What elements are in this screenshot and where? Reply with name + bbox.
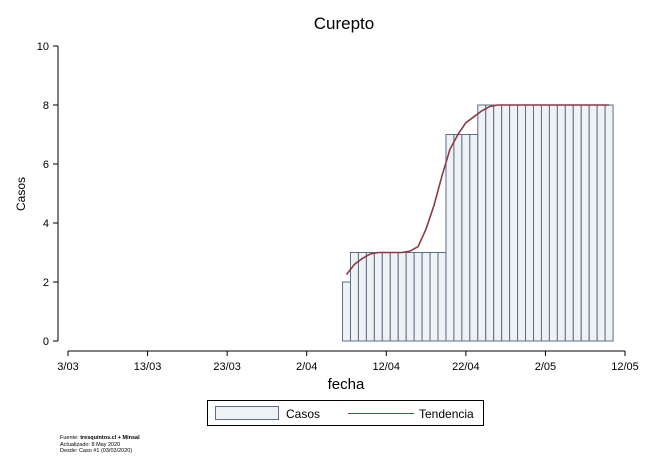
- legend-label-tendencia: Tendencia: [419, 407, 474, 421]
- bar-31: [588, 104, 598, 342]
- bar-20: [501, 104, 511, 342]
- chart-title: Curepto: [314, 14, 374, 33]
- bar-22: [517, 104, 527, 342]
- bar-4: [373, 252, 383, 342]
- trend-line-group: [345, 104, 610, 276]
- bar-13: [445, 134, 455, 342]
- x-tick-label-6: 2/05: [535, 361, 556, 373]
- bar-33: [604, 104, 614, 342]
- legend-label-casos: Casos: [286, 407, 321, 421]
- x-tick-label-1: 13/03: [134, 361, 162, 373]
- bar-16: [469, 134, 479, 342]
- bar-28: [564, 104, 574, 342]
- footer-source-name: tresquintos.cl + Minsal: [80, 435, 140, 441]
- bar-10: [421, 252, 431, 342]
- bar-5: [381, 252, 391, 342]
- y-axis: 0 2 4 6 8 10: [37, 41, 59, 348]
- bar-1: [349, 252, 359, 342]
- bar-27: [556, 104, 566, 342]
- legend: Casos Tendencia: [207, 400, 484, 426]
- bar-26: [548, 104, 558, 342]
- bar-21: [509, 104, 519, 342]
- bar-25: [540, 104, 550, 342]
- bar-11: [429, 252, 439, 342]
- x-axis-label: fecha: [328, 376, 365, 393]
- bar-12: [437, 252, 447, 342]
- bar-9: [413, 252, 423, 342]
- x-tick-label-7: 12/05: [611, 361, 639, 373]
- bar-23: [525, 104, 534, 342]
- bar-6: [389, 252, 399, 342]
- bar-19: [493, 104, 503, 342]
- bar-17: [477, 104, 487, 342]
- y-tick-label-0: 0: [43, 336, 49, 348]
- x-tick-label-4: 12/04: [373, 361, 401, 373]
- y-tick-label-2: 4: [43, 218, 49, 230]
- x-tick-label-3: 2/04: [296, 361, 317, 373]
- bar-15: [461, 134, 471, 342]
- y-axis-label: Casos: [14, 177, 28, 211]
- chart: Curepto Casos fecha 0 2 4 6 8 10 3/03 13/03 23/…: [14, 14, 639, 393]
- bar-3: [365, 252, 375, 342]
- bar-2: [357, 252, 367, 342]
- bar-7: [397, 252, 407, 342]
- x-tick-label-2: 23/03: [213, 361, 241, 373]
- bar-24: [532, 104, 542, 342]
- bars: [342, 104, 614, 342]
- bar-29: [572, 104, 582, 342]
- bar-32: [596, 104, 606, 342]
- footer-updated: Actualizado: 8 May 2020: [60, 441, 121, 448]
- y-tick-label-1: 2: [43, 277, 49, 289]
- y-tick-label-4: 8: [43, 100, 49, 112]
- x-tick-label-5: 22/04: [452, 361, 480, 373]
- footer: Fuente: tresquintos.cl + Minsal Actualiz…: [60, 435, 140, 455]
- bar-30: [580, 104, 590, 342]
- bar-18: [485, 104, 495, 342]
- footer-since: Desde: Caso #1 (03/03/2020): [60, 448, 133, 454]
- x-tick-label-0: 3/03: [57, 361, 78, 373]
- x-axis: 3/03 13/03 23/03 2/04 12/04 22/04 2/05 12/05: [57, 350, 639, 373]
- bar-0: [342, 281, 351, 342]
- y-tick-label-3: 6: [43, 159, 49, 171]
- footer-source: Fuente: tresquintos.cl + Minsal: [60, 435, 140, 442]
- trend-line: [345, 104, 610, 276]
- y-tick-label-5: 10: [37, 41, 49, 53]
- legend-swatch-casos: [215, 406, 279, 420]
- bar-14: [453, 134, 463, 342]
- bar-8: [405, 252, 415, 342]
- footer-source-prefix: Fuente:: [60, 435, 81, 441]
- legend-swatch-tendencia: [348, 413, 414, 414]
